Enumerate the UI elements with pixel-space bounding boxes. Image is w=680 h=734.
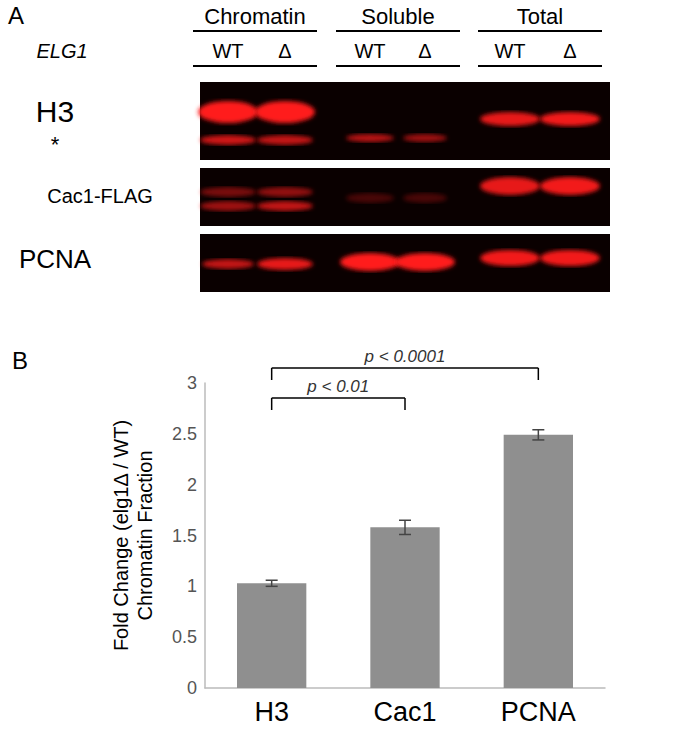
svg-text:A: A	[8, 2, 24, 29]
svg-text:0: 0	[187, 678, 197, 698]
svg-text:Cac1: Cac1	[373, 697, 436, 727]
svg-text:ELG1: ELG1	[36, 40, 87, 62]
svg-text:p < 0.01: p < 0.01	[306, 377, 369, 396]
svg-text:WT: WT	[354, 40, 385, 62]
svg-text:2.5: 2.5	[172, 424, 197, 444]
svg-text:3: 3	[187, 373, 197, 393]
svg-text:H3: H3	[254, 697, 289, 727]
svg-text:Cac1-FLAG: Cac1-FLAG	[47, 185, 153, 207]
svg-text:2: 2	[187, 475, 197, 495]
svg-text:Δ: Δ	[418, 40, 431, 62]
svg-text:H3: H3	[36, 95, 74, 128]
svg-text:p < 0.0001: p < 0.0001	[364, 347, 446, 366]
svg-text:0.5: 0.5	[172, 627, 197, 647]
svg-text:1: 1	[187, 576, 197, 596]
svg-text:Chromatin Fraction: Chromatin Fraction	[134, 450, 156, 620]
svg-text:PCNA: PCNA	[501, 697, 576, 727]
svg-text:B: B	[12, 347, 28, 374]
svg-text:*: *	[51, 132, 60, 157]
svg-text:Chromatin: Chromatin	[204, 4, 305, 29]
svg-text:Soluble: Soluble	[361, 4, 434, 29]
svg-text:Δ: Δ	[278, 40, 291, 62]
svg-text:Δ: Δ	[563, 40, 576, 62]
svg-text:PCNA: PCNA	[19, 244, 92, 274]
svg-text:1.5: 1.5	[172, 526, 197, 546]
svg-text:Total: Total	[517, 4, 563, 29]
svg-text:WT: WT	[212, 40, 243, 62]
svg-text:Fold Change (elg1Δ / WT): Fold Change (elg1Δ / WT)	[110, 420, 132, 651]
svg-text:WT: WT	[494, 40, 525, 62]
